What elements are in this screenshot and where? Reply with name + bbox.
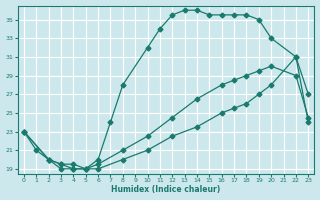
X-axis label: Humidex (Indice chaleur): Humidex (Indice chaleur) [111, 185, 221, 194]
